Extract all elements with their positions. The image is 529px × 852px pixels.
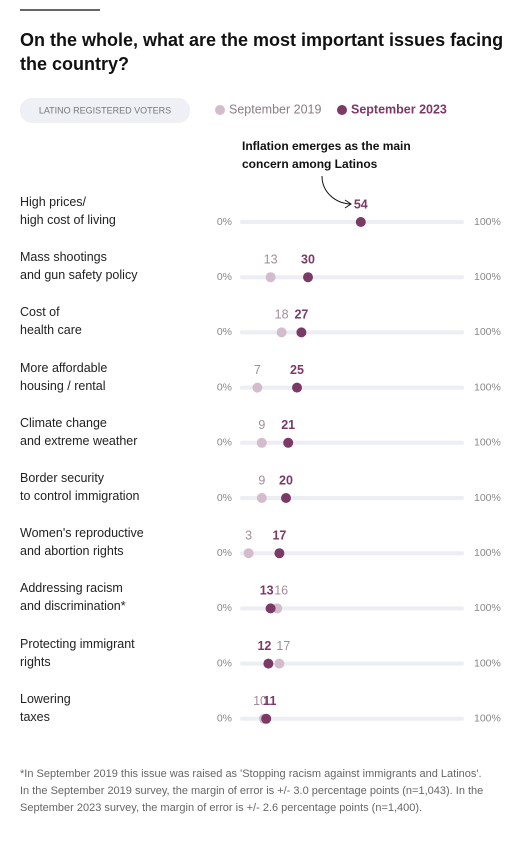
category-label: More affordable housing / rental [20,360,108,393]
x-tick-label: 100% [474,216,501,228]
x-tick-label: 0% [217,657,232,669]
value-label: 30 [301,252,315,266]
category-label: Climate change and extreme weather [20,415,138,448]
x-tick-label: 100% [474,271,501,283]
x-tick-label: 100% [474,326,501,338]
x-tick-label: 100% [474,492,501,504]
dot [303,272,313,283]
category-label: High prices/ high cost of living [20,195,116,227]
x-tick-label: 0% [217,437,232,449]
value-label: 13 [260,584,274,598]
x-tick-label: 0% [217,547,232,559]
category-label: Women's reproductive and abortion rights [20,526,144,559]
footnote: *In September 2019 this issue was raised… [20,768,484,814]
value-label: 21 [281,418,295,432]
legend-label: September 2019 [229,102,321,116]
value-label: 9 [258,418,265,432]
dot [265,603,276,614]
dot [252,382,263,393]
x-tick-label: 0% [217,492,232,504]
dot [256,493,267,503]
value-label: 27 [294,308,308,322]
category-label: Border security to control immigration [20,471,140,503]
value-label: 13 [264,252,278,266]
x-tick-label: 100% [474,657,501,669]
value-label: 16 [274,584,288,598]
dot [296,327,307,338]
chart-title: On the whole, what are the most importan… [20,30,504,74]
x-tick-label: 100% [474,602,501,614]
annotation-arrow [321,175,351,205]
value-label: 25 [290,363,304,377]
dot [283,437,294,448]
population-label: LATINO REGISTERED VOTERS [39,105,171,115]
dot [274,658,285,669]
category-label: Cost of health care [20,305,82,338]
category-label: Protecting immigrant rights [20,636,135,669]
value-label: 17 [276,639,290,653]
category-label: Lowering taxes [20,691,71,724]
x-tick-label: 0% [217,271,232,283]
dot [281,493,291,503]
legend-swatch [215,105,225,115]
x-tick-label: 0% [217,713,232,725]
category-label: Addressing racism and discrimination* [20,581,126,614]
dot [261,713,272,724]
dot [243,548,254,559]
category-label: Mass shootings and gun safety policy [20,250,138,283]
x-tick-label: 0% [217,602,232,614]
dot [292,382,302,393]
x-tick-label: 100% [474,437,501,449]
dot [274,548,285,559]
legend-label: September 2023 [351,102,447,116]
value-label: 3 [245,528,252,542]
annotation: Inflation emerges as the main concern am… [242,139,411,171]
x-tick-label: 100% [474,547,501,559]
x-tick-label: 0% [217,216,232,228]
legend-swatch [337,105,347,115]
value-label: 20 [279,473,293,487]
value-label: 10 [253,694,267,708]
dot [265,272,276,283]
x-tick-label: 0% [217,326,232,338]
value-label: 12 [257,639,271,653]
dot [256,437,267,448]
x-tick-label: 100% [474,381,501,393]
dot [276,327,287,338]
population-pill [20,98,190,123]
value-label: 7 [254,363,261,377]
value-label: 18 [275,308,289,322]
dot [263,658,274,669]
annotation-arrowhead [344,199,352,209]
x-tick-label: 0% [217,381,232,393]
x-tick-label: 100% [474,713,501,725]
value-label: 54 [354,197,368,211]
value-label: 9 [258,473,265,487]
dot [355,217,366,227]
value-label: 17 [272,528,286,542]
value-label: 11 [263,694,276,708]
